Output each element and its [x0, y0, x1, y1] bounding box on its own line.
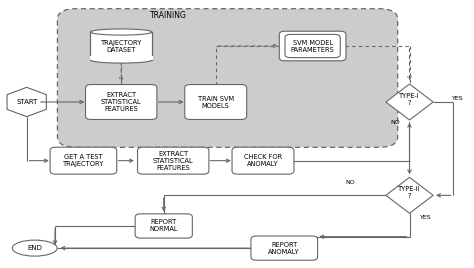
FancyBboxPatch shape: [91, 32, 152, 60]
Text: REPORT
ANOMALY: REPORT ANOMALY: [268, 242, 300, 255]
FancyBboxPatch shape: [285, 34, 340, 58]
Text: START: START: [16, 99, 37, 105]
FancyBboxPatch shape: [50, 147, 117, 174]
FancyBboxPatch shape: [85, 84, 157, 120]
FancyBboxPatch shape: [185, 84, 246, 120]
Text: EXTRACT
STATISTICAL
FEATURES: EXTRACT STATISTICAL FEATURES: [153, 151, 193, 171]
FancyBboxPatch shape: [57, 9, 398, 147]
FancyBboxPatch shape: [135, 214, 192, 238]
FancyBboxPatch shape: [279, 31, 346, 61]
Text: YES: YES: [452, 95, 464, 100]
Text: TRAINING: TRAINING: [150, 11, 187, 20]
Text: NO: NO: [346, 180, 356, 185]
Ellipse shape: [91, 29, 152, 35]
FancyBboxPatch shape: [90, 56, 153, 60]
Text: TRAJECTORY
DATASET: TRAJECTORY DATASET: [100, 39, 142, 53]
Ellipse shape: [91, 57, 152, 63]
Polygon shape: [7, 87, 46, 117]
Text: GET A TEST
TRAJECTORY: GET A TEST TRAJECTORY: [63, 154, 104, 167]
FancyBboxPatch shape: [137, 147, 209, 174]
Polygon shape: [386, 177, 433, 213]
Text: CHECK FOR
ANOMALY: CHECK FOR ANOMALY: [244, 154, 282, 167]
Text: TYPE-II
?: TYPE-II ?: [398, 186, 421, 199]
FancyBboxPatch shape: [251, 236, 318, 260]
Text: EXTRACT
STATISTICAL
FEATURES: EXTRACT STATISTICAL FEATURES: [101, 92, 142, 112]
Text: NO: NO: [391, 120, 400, 125]
Text: SVM MODEL
PARAMETERS: SVM MODEL PARAMETERS: [291, 39, 335, 53]
Text: TYPE-I
?: TYPE-I ?: [399, 93, 420, 106]
Text: REPORT
NORMAL: REPORT NORMAL: [149, 219, 178, 232]
Polygon shape: [386, 84, 433, 120]
Text: END: END: [27, 245, 42, 251]
FancyBboxPatch shape: [232, 147, 294, 174]
Text: YES: YES: [420, 215, 432, 220]
Ellipse shape: [12, 240, 57, 256]
Text: TRAIN SVM
MODELS: TRAIN SVM MODELS: [198, 95, 234, 109]
